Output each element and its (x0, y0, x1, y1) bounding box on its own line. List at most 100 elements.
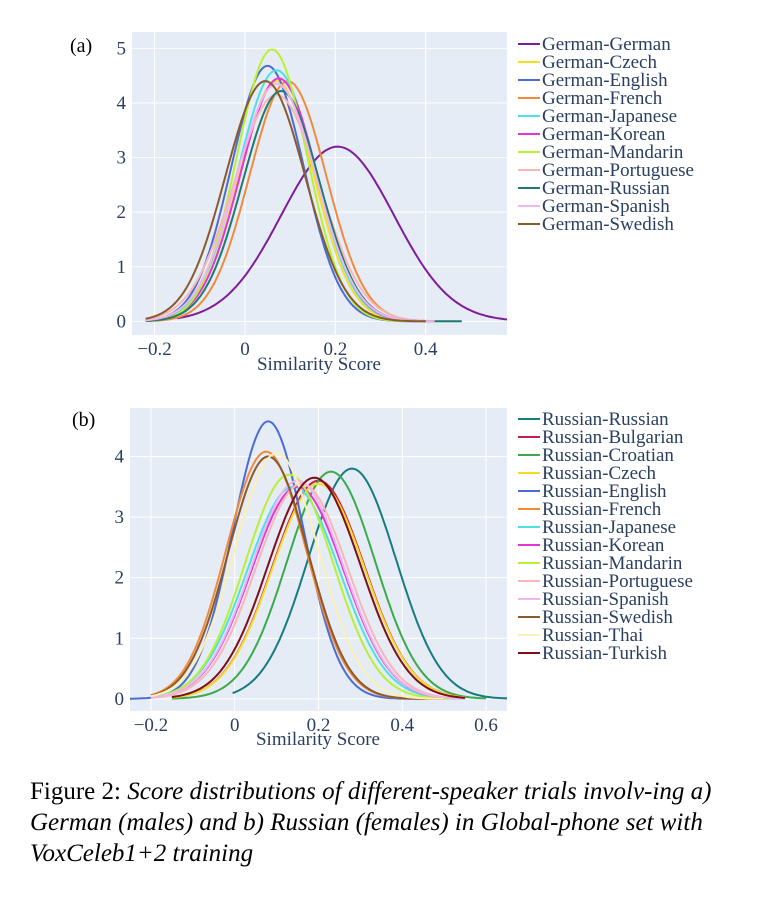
y-tick-label: 5 (117, 38, 127, 59)
y-tick-label: 3 (117, 148, 127, 169)
legend-label: Russian-Japanese (542, 517, 676, 538)
panel-b-label: (b) (72, 409, 95, 431)
legend-label: German-Russian (542, 178, 670, 199)
legend-label: Russian-Bulgarian (542, 427, 684, 448)
panel-a-y-ticks: 0 1 2 3 4 5 (117, 38, 127, 332)
legend-item: German-Mandarin (518, 142, 684, 163)
legend-label: Russian-Czech (542, 463, 656, 484)
x-tick-label: 0.4 (414, 339, 438, 360)
legend-label: German-Swedish (542, 214, 674, 235)
x-tick-label: 0.2 (307, 715, 331, 736)
y-tick-label: 4 (117, 93, 127, 114)
panel-b-curves (130, 420, 508, 700)
legend-label: Russian-Spanish (542, 589, 669, 610)
panel-a-grid (132, 32, 507, 335)
y-tick-label: 3 (115, 507, 125, 528)
legend-label: German-Spanish (542, 196, 670, 217)
legend-label: German-Czech (542, 52, 657, 73)
legend-item: German-Korean (518, 124, 666, 145)
y-tick-label: 1 (115, 628, 125, 649)
series-line-russian-czech (171, 482, 466, 699)
legend-label: Russian-Swedish (542, 607, 673, 628)
legend-item: German-Japanese (518, 106, 677, 127)
caption-text: Score distributions of different-speaker… (30, 778, 712, 867)
panel-a-x-ticks: −0.2 0 0.2 0.4 (137, 339, 438, 360)
legend-item: Russian-Turkish (518, 643, 667, 664)
panel-a-curves (145, 48, 508, 323)
legend-label: German-Japanese (542, 106, 677, 127)
panel-b-y-ticks: 0 1 2 3 4 (115, 446, 125, 709)
legend-label: German-English (542, 70, 668, 91)
series-line-russian-swedish (150, 455, 445, 700)
legend-label: Russian-Thai (542, 625, 643, 646)
series-line-russian-turkish (171, 476, 466, 699)
series-line-german-german (177, 145, 508, 321)
series-line-russian-spanish (150, 479, 466, 700)
series-line-russian-japanese (150, 485, 466, 700)
y-tick-label: 2 (115, 568, 125, 589)
panel-a-x-axis-title: Similarity Score (257, 354, 381, 375)
x-tick-label: −0.2 (137, 339, 171, 360)
y-tick-label: 2 (117, 202, 127, 223)
legend-item: Russian-Czech (518, 463, 656, 484)
legend-item: German-English (518, 70, 668, 91)
x-tick-label: 0.6 (474, 715, 498, 736)
series-line-german-spanish (145, 82, 435, 323)
y-tick-label: 0 (115, 689, 125, 710)
legend-item: Russian-Bulgarian (518, 427, 684, 448)
legend-label: Russian-French (542, 499, 662, 520)
legend-label: German-Korean (542, 124, 666, 145)
x-tick-label: 0.4 (390, 715, 414, 736)
series-line-russian-thai (150, 452, 445, 700)
legend-item: Russian-Spanish (518, 589, 669, 610)
legend-item: German-Swedish (518, 214, 674, 235)
legend-label: German-Mandarin (542, 142, 684, 163)
legend-label: Russian-English (542, 481, 667, 502)
panel-a-label: (a) (70, 35, 92, 57)
legend-item: Russian-Mandarin (518, 553, 683, 574)
x-tick-label: 0.2 (323, 339, 347, 360)
y-tick-label: 1 (117, 257, 127, 278)
legend-item: German-German (518, 34, 671, 55)
legend-item: Russian-Korean (518, 535, 665, 556)
legend-item: German-Spanish (518, 196, 670, 217)
legend-label: Russian-Korean (542, 535, 665, 556)
x-tick-label: −0.2 (134, 715, 168, 736)
legend-label: Russian-Croatian (542, 445, 674, 466)
legend-label: Russian-Russian (542, 409, 669, 430)
panel-b-x-ticks: −0.2 0 0.2 0.4 0.6 (134, 715, 498, 736)
y-tick-label: 4 (115, 446, 125, 467)
legend-label: German-French (542, 88, 663, 109)
series-line-russian-english (130, 420, 424, 700)
panel-b-x-axis-title: Similarity Score (256, 729, 380, 750)
legend-item: German-Czech (518, 52, 657, 73)
legend-item: Russian-Japanese (518, 517, 676, 538)
legend-item: German-Portuguese (518, 160, 694, 181)
legend-label: Russian-Turkish (542, 643, 667, 664)
panel-b-grid (130, 408, 507, 711)
x-tick-label: 0 (240, 339, 250, 360)
y-tick-label: 0 (117, 311, 127, 332)
legend-label: German-German (542, 34, 671, 55)
legend-item: Russian-Swedish (518, 607, 673, 628)
legend-label: Russian-Portuguese (542, 571, 693, 592)
series-line-russian-croatian (171, 470, 487, 700)
caption-label: Figure 2: (30, 778, 128, 805)
panel-b: (b) −0.2 0 0.2 0.4 0.6 0 1 2 3 4 Similarity Scor… (72, 408, 693, 750)
legend-item: German-Russian (518, 178, 670, 199)
legend-item: Russian-Croatian (518, 445, 674, 466)
series-line-german-portuguese (145, 93, 435, 323)
panel-b-legend: Russian-RussianRussian-BulgarianRussian-… (518, 409, 693, 664)
legend-item: Russian-Russian (518, 409, 669, 430)
series-line-russian-russian (232, 467, 508, 700)
series-line-german-swedish (145, 80, 426, 323)
series-line-german-mandarin (154, 48, 408, 323)
legend-label: German-Portuguese (542, 160, 694, 181)
legend-item: Russian-English (518, 481, 667, 502)
legend-label: Russian-Mandarin (542, 553, 683, 574)
x-tick-label: 0 (230, 715, 240, 736)
legend-item: Russian-Portuguese (518, 571, 693, 592)
figure-caption: Figure 2: Score distributions of differe… (30, 776, 730, 869)
